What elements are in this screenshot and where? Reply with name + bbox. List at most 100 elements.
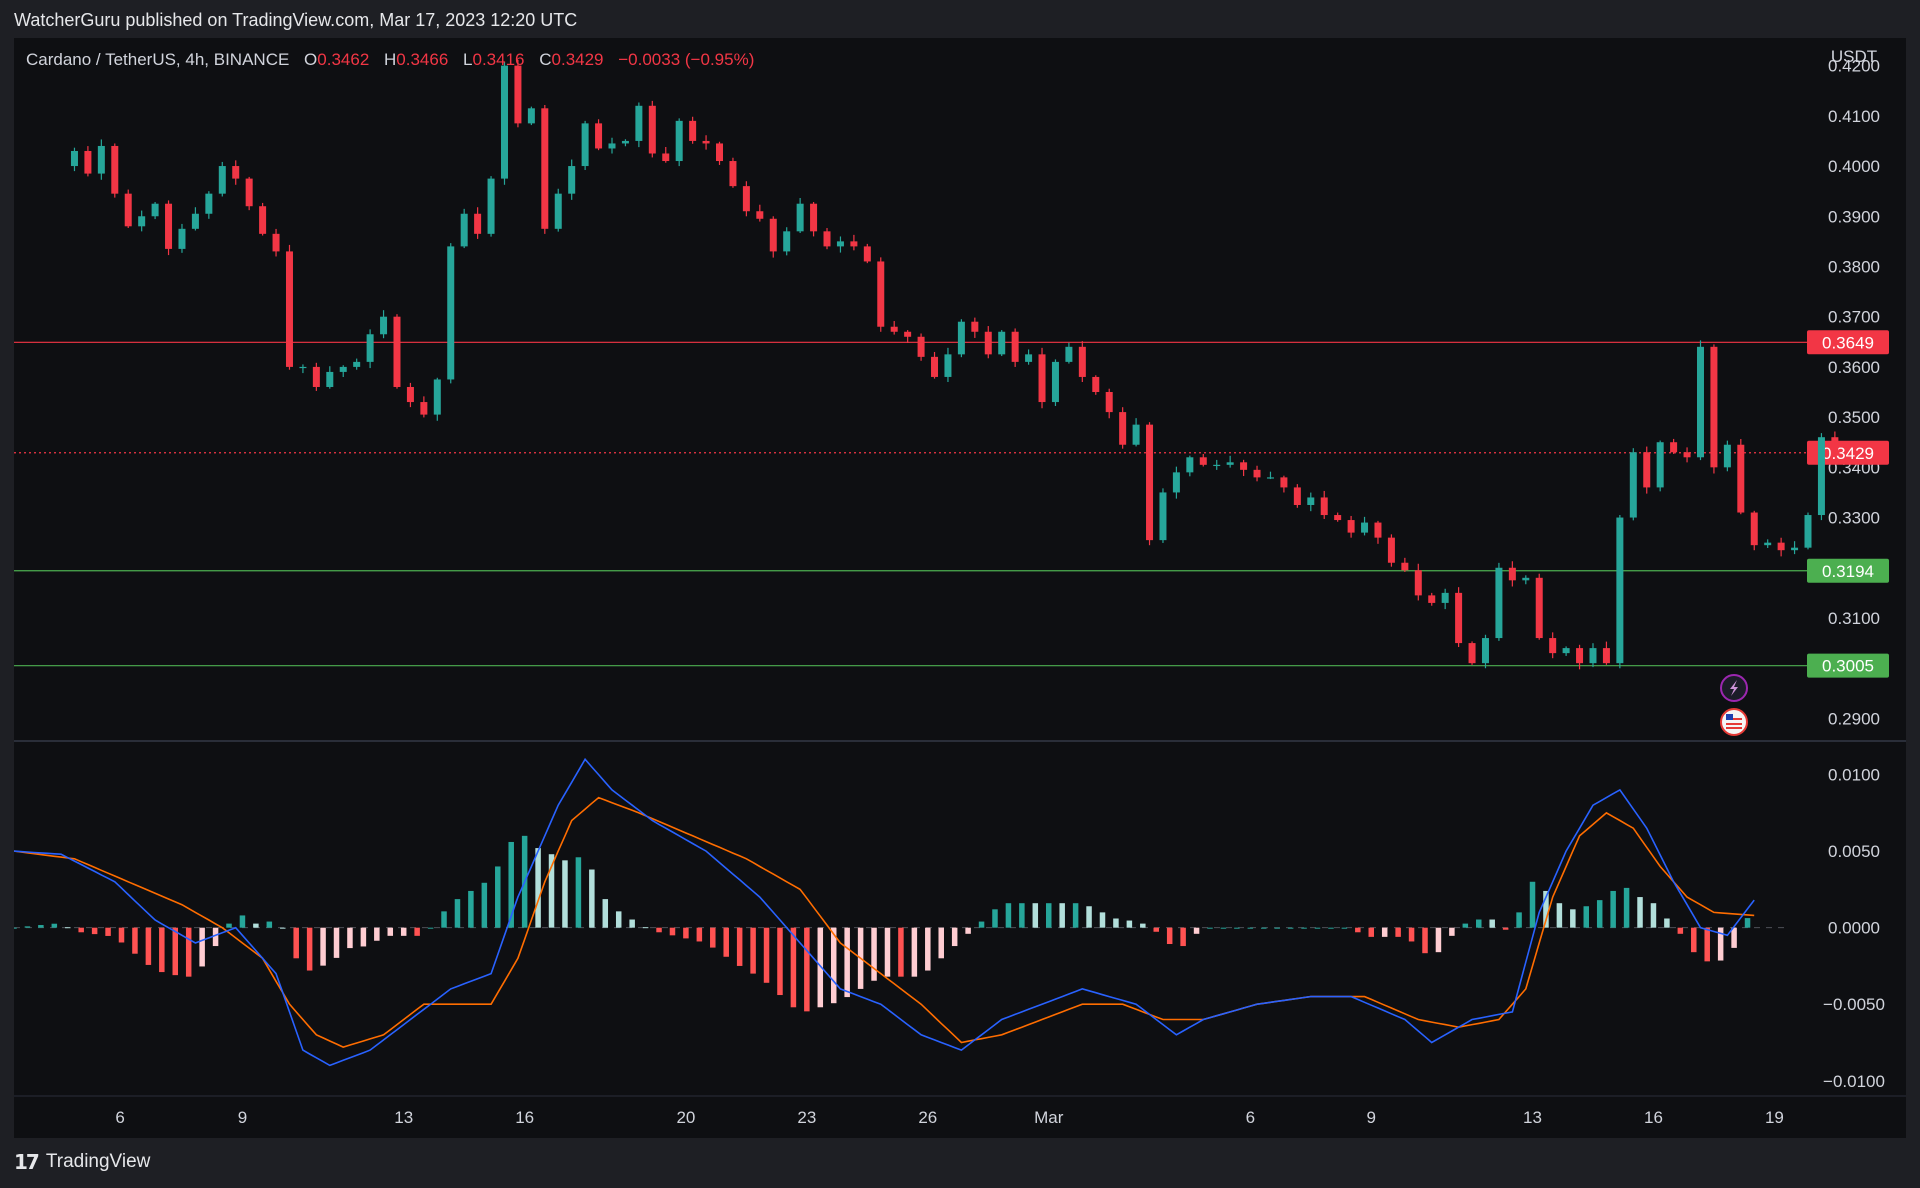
macd-histogram-bar xyxy=(14,927,17,929)
candle-body xyxy=(460,213,468,247)
macd-histogram-bar xyxy=(642,927,649,929)
macd-line xyxy=(14,757,1755,1067)
macd-histogram-bar xyxy=(562,860,568,928)
candle-body xyxy=(1159,492,1167,541)
price-level-tag-label: 0.3649 xyxy=(1822,333,1874,352)
candle-body xyxy=(1038,354,1046,403)
candle-body xyxy=(823,231,831,247)
symbol-label[interactable]: Cardano / TetherUS, 4h, BINANCE xyxy=(26,50,290,69)
candle-body xyxy=(1240,462,1248,470)
macd-histogram-bar xyxy=(1596,900,1603,928)
macd-histogram-bar xyxy=(817,927,824,1008)
macd-tick-label: 0.0100 xyxy=(1828,766,1880,785)
macd-histogram-bar xyxy=(1731,927,1737,948)
macd-histogram-bar xyxy=(1516,912,1522,928)
candle-body xyxy=(998,331,1006,355)
macd-histogram-bar xyxy=(1341,927,1348,929)
time-tick-label: 13 xyxy=(1523,1108,1542,1127)
time-tick-label: 6 xyxy=(1246,1108,1255,1127)
macd-histogram-bar xyxy=(669,927,676,936)
price-level-tag-label: 0.3429 xyxy=(1822,444,1874,463)
candle-body xyxy=(796,203,804,232)
macd-histogram-bar xyxy=(1744,918,1751,928)
candle-body xyxy=(1065,346,1073,362)
candle-body xyxy=(285,251,293,367)
candle-body xyxy=(245,178,253,207)
candle-body xyxy=(675,120,683,162)
candle-body xyxy=(393,316,401,387)
candle-body xyxy=(1213,464,1221,467)
time-tick-label: 26 xyxy=(918,1108,937,1127)
macd-histogram-bar xyxy=(481,882,488,928)
candle-body xyxy=(1146,424,1154,541)
candle-body xyxy=(1696,346,1704,458)
candle-body xyxy=(931,356,939,377)
time-tick-label: 16 xyxy=(515,1108,534,1127)
macd-tick-label: 0.0050 xyxy=(1828,842,1880,861)
candle-body xyxy=(1334,515,1342,521)
macd-histogram-bar xyxy=(1059,903,1065,928)
candle-body xyxy=(151,203,159,217)
us-flag-canton xyxy=(1726,714,1733,720)
change-value: −0.0033 (−0.95%) xyxy=(618,50,755,69)
candle-body xyxy=(124,193,132,227)
macd-histogram-bar xyxy=(589,869,595,928)
chart-frame[interactable]: USDT 0.4200 0.4100 0.4000 0.3900 0.3800 0.3700… xyxy=(14,38,1906,1138)
price-level-tag xyxy=(1807,330,1889,355)
candle-body xyxy=(218,166,226,194)
ohlc-legend: Cardano / TetherUS, 4h, BINANCE O0.3462 … xyxy=(26,50,764,70)
tradingview-logo-icon: 17 xyxy=(14,1150,40,1174)
macd-histogram-bar xyxy=(1449,927,1455,936)
candle-body xyxy=(1602,648,1610,664)
macd-histogram-bar xyxy=(1623,887,1630,928)
candle-body xyxy=(1791,547,1799,551)
macd-histogram-bar xyxy=(965,927,971,934)
candle-body xyxy=(783,231,791,252)
macd-histogram-bar xyxy=(1247,927,1254,929)
macd-histogram-bar xyxy=(710,927,716,948)
macd-histogram-bar xyxy=(790,927,797,1008)
macd-histogram-bar xyxy=(495,866,501,928)
candle-body xyxy=(1226,462,1234,465)
price-level-tag xyxy=(1807,558,1889,583)
candle-body xyxy=(1455,592,1463,644)
close-key: C xyxy=(539,50,552,69)
candle-body xyxy=(621,140,629,144)
macd-histogram-bar xyxy=(38,925,44,928)
macd-histogram-bar xyxy=(508,841,514,928)
macd-histogram-bar xyxy=(535,848,541,928)
candle-body xyxy=(850,241,858,247)
macd-histogram-bar xyxy=(1301,927,1307,929)
macd-histogram-bar xyxy=(683,927,689,939)
price-tick-label: 0.3500 xyxy=(1828,408,1880,427)
high-value: 0.3466 xyxy=(396,50,449,69)
candle-body xyxy=(890,326,898,332)
macd-histogram-bar xyxy=(750,927,756,974)
time-tick-label: 9 xyxy=(238,1108,247,1127)
macd-histogram-bar xyxy=(696,927,703,942)
macd-histogram-bar xyxy=(1556,903,1563,928)
macd-histogram-bar xyxy=(1314,927,1321,929)
macd-histogram-bar xyxy=(1207,927,1213,929)
candle-body xyxy=(1576,648,1584,664)
candle-body xyxy=(944,354,952,377)
macd-histogram-bar xyxy=(1005,903,1012,928)
macd-histogram-bar xyxy=(1570,909,1576,928)
macd-histogram-bar xyxy=(656,927,662,933)
candle-body xyxy=(474,213,482,234)
time-tick-label: 9 xyxy=(1367,1108,1376,1127)
macd-histogram-bar xyxy=(212,927,219,947)
candle-body xyxy=(111,145,119,194)
tradingview-brand[interactable]: 17 TradingView xyxy=(14,1150,150,1174)
macd-histogram-bar xyxy=(1072,903,1079,928)
time-tick-label: 13 xyxy=(394,1108,413,1127)
macd-histogram-bar xyxy=(253,923,259,928)
macd-histogram-bar xyxy=(736,927,743,966)
price-level-tag xyxy=(1807,653,1889,678)
price-tick-label: 0.3700 xyxy=(1828,308,1880,327)
candle-body xyxy=(863,246,871,262)
macd-histogram-bar xyxy=(1422,927,1428,954)
macd-histogram-bar xyxy=(830,927,837,1004)
macd-histogram-bar xyxy=(615,911,622,928)
